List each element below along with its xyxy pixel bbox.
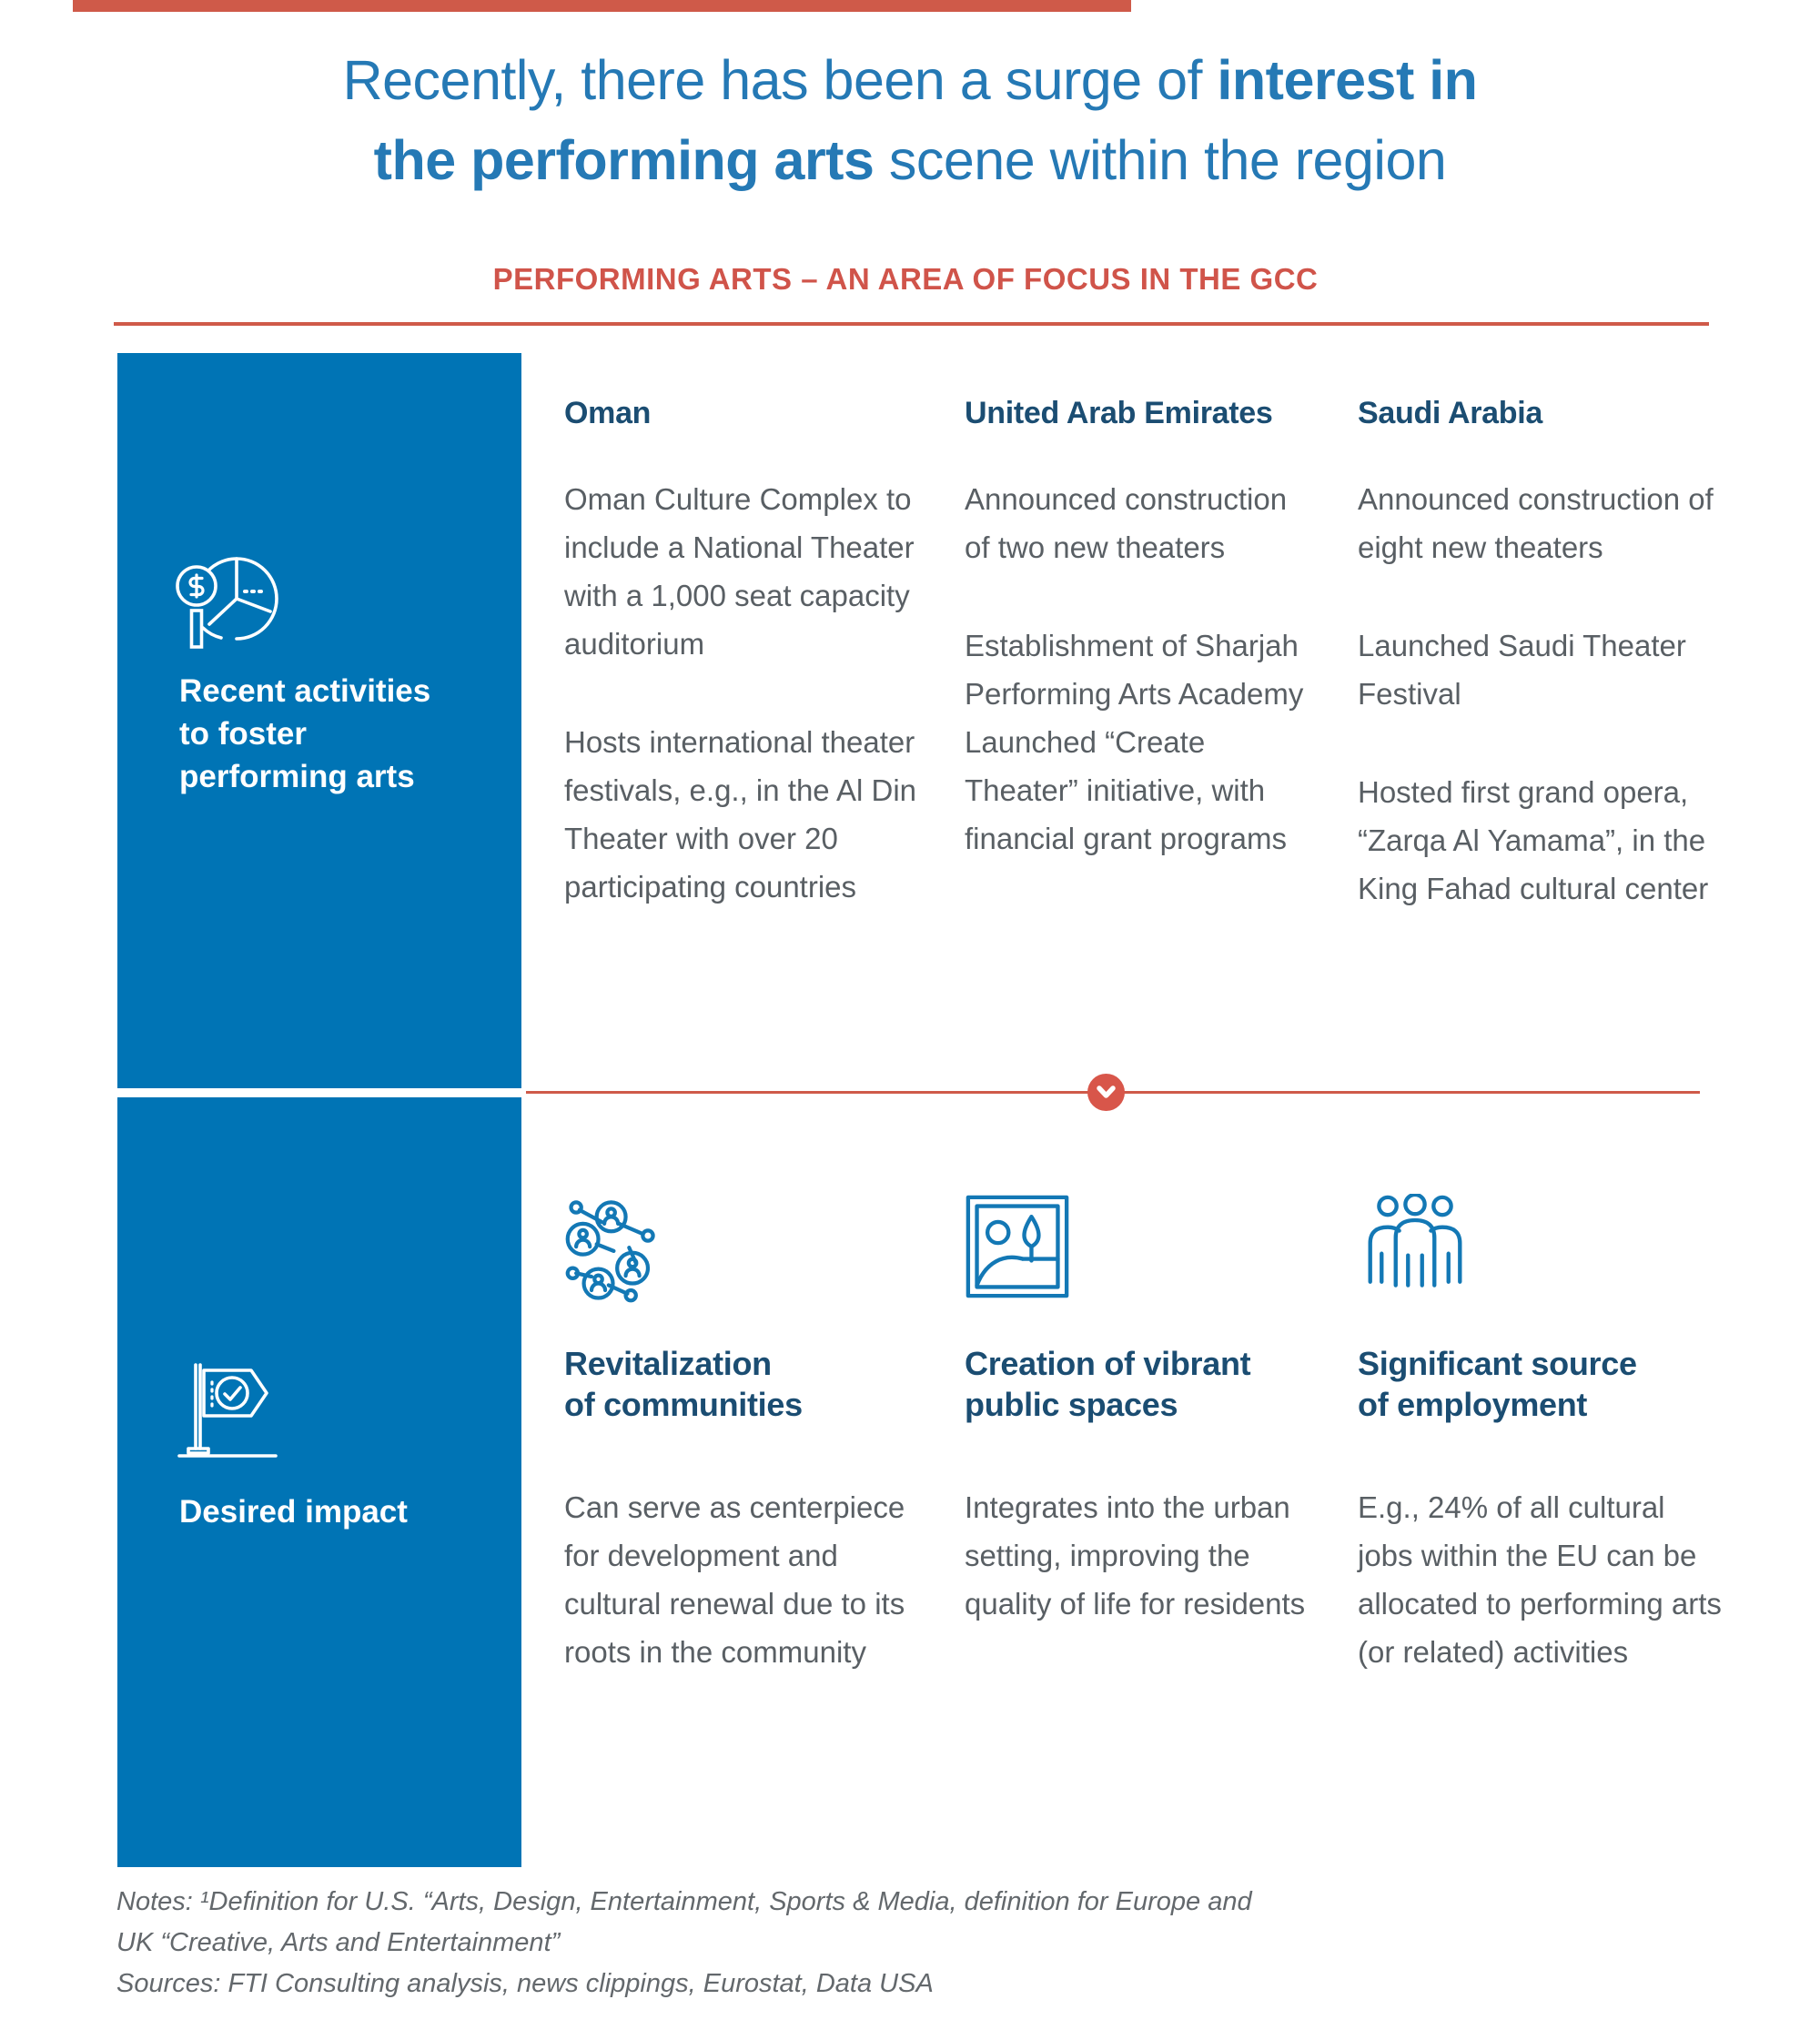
country-column-oman: Oman Oman Culture Complex to include a N…: [564, 391, 921, 961]
employment-people-icon: [1358, 1194, 1722, 1310]
sidebar-bottom-label: Desired impact: [179, 1494, 408, 1530]
impact-text: E.g., 24% of all cultural jobs within th…: [1358, 1490, 1722, 1669]
chevron-down-icon: [1087, 1074, 1125, 1111]
activity-item: Establishment of Sharjah Performing Arts…: [965, 629, 1304, 855]
title-line-2: the performing arts scene within the reg…: [0, 120, 1820, 200]
impact-column-employment: Significant source of employment E.g., 2…: [1358, 1194, 1722, 1726]
person-node: [594, 1200, 628, 1234]
footnotes: Notes: ¹Definition for U.S. “Arts, Desig…: [116, 1887, 1252, 1998]
impact-text: Can serve as centerpiece for development…: [564, 1490, 905, 1669]
activity-item: Hosted first grand opera, “Zarqa Al Yama…: [1358, 775, 1709, 905]
title-bold-text: the performing arts: [373, 129, 875, 191]
country-heading: United Arab Emirates: [965, 396, 1273, 430]
title-regular-text: scene within the region: [874, 129, 1447, 191]
sidebar-desired-impact: Desired impact: [117, 1097, 521, 1867]
impact-column-communities: Revitalization of communities Can serve …: [564, 1194, 921, 1726]
top-accent-bar: [73, 0, 1131, 12]
country-heading: Oman: [564, 396, 652, 430]
title-line-1: Recently, there has been a surge of inte…: [0, 40, 1820, 120]
impact-column-public-spaces: Creation of vibrant public spaces Integr…: [965, 1194, 1332, 1678]
page-title: Recently, there has been a surge of inte…: [0, 40, 1820, 200]
activity-item: Oman Culture Complex to include a Nation…: [564, 482, 915, 661]
community-network-icon: [564, 1194, 921, 1310]
title-bold-text: interest in: [1217, 49, 1478, 111]
activity-item: Hosts international theater festivals, e…: [564, 725, 917, 904]
country-column-uae: United Arab Emirates Announced construct…: [965, 391, 1318, 913]
impact-heading: Revitalization of communities: [564, 1345, 803, 1423]
impact-heading: Creation of vibrant public spaces: [965, 1345, 1251, 1423]
section-heading-rule: [114, 322, 1709, 326]
impact-heading: Significant source of employment: [1358, 1345, 1637, 1423]
person-node: [615, 1250, 651, 1286]
section-heading: PERFORMING ARTS – AN AREA OF FOCUS IN TH…: [492, 262, 1319, 296]
sidebar-recent-activities: Recent activities to foster performing a…: [117, 353, 521, 1088]
flag-check-icon: [177, 1363, 278, 1458]
activity-item: Announced construction of two new theate…: [965, 482, 1288, 564]
person-node: [581, 1267, 615, 1300]
activity-item: Announced construction of eight new thea…: [1358, 482, 1714, 564]
impact-text: Integrates into the urban setting, impro…: [965, 1490, 1306, 1621]
sidebar-top-label: Recent activities to foster performing a…: [179, 673, 431, 794]
title-regular-text: Recently, there has been a surge of: [342, 49, 1218, 111]
search-dollar-pie-icon: [176, 557, 278, 649]
person-node: [565, 1221, 601, 1257]
country-heading: Saudi Arabia: [1358, 396, 1542, 430]
country-column-saudi-arabia: Saudi Arabia Announced construction of e…: [1358, 391, 1720, 963]
public-space-picture-icon: [965, 1194, 1332, 1310]
activity-item: Launched Saudi Theater Festival: [1358, 629, 1686, 711]
